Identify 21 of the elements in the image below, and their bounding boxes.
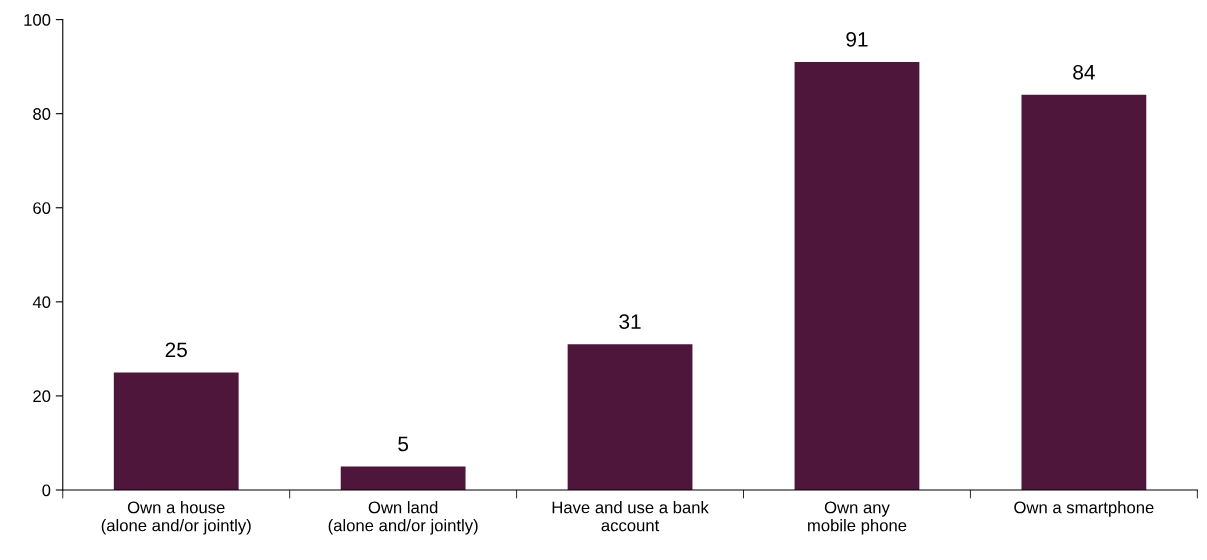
bar (1021, 94, 1147, 490)
bar (567, 344, 693, 490)
y-tick-label: 20 (33, 390, 51, 403)
bar (340, 466, 466, 490)
x-tick-label: Own any mobile phone (808, 501, 907, 535)
data-label: 31 (619, 314, 641, 329)
bar (794, 61, 920, 490)
y-tick-label: 40 (32, 296, 51, 309)
y-tick-label: 100 (24, 14, 51, 26)
data-label: 5 (398, 436, 409, 452)
data-label: 84 (1073, 64, 1095, 80)
x-tick-label: Own land (alone and/or jointly) (328, 501, 478, 535)
x-tick-label: Have and use a bank account (552, 501, 709, 532)
data-label: 91 (846, 31, 868, 47)
x-tick-label: Own a smartphone (1014, 501, 1154, 517)
data-label: 25 (165, 342, 187, 358)
x-tick-label: Own a house (alone and/or jointly) (101, 501, 251, 535)
bar (113, 372, 239, 490)
y-tick-label: 80 (33, 108, 51, 120)
y-tick-label: 0 (42, 484, 51, 497)
y-tick-label: 60 (33, 202, 51, 214)
